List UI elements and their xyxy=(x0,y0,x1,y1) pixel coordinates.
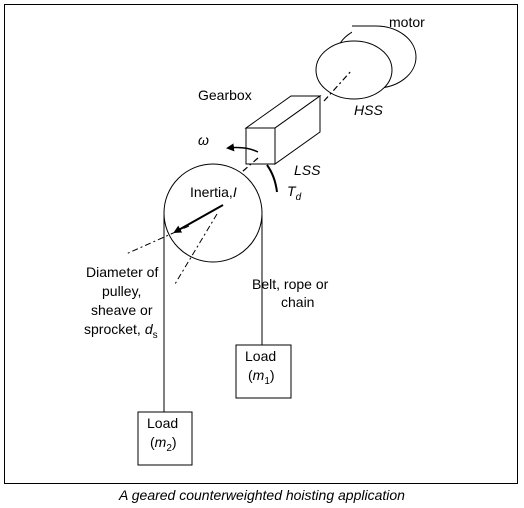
load-m1-title: Load xyxy=(245,348,276,364)
load-m1-paren-close: ) xyxy=(270,367,275,383)
lss-label: LSS xyxy=(294,162,321,178)
inertia-label: Inertia,I xyxy=(190,184,237,200)
gearbox-box xyxy=(246,96,320,164)
belt-label-line1: Belt, rope or xyxy=(252,276,329,292)
inertia-text: Inertia, xyxy=(190,184,233,200)
motor-label: motor xyxy=(389,14,425,30)
diameter-label-line3: sheave or xyxy=(91,302,153,318)
pulley xyxy=(164,164,262,262)
load-m2-title: Load xyxy=(147,415,178,431)
omega-label: ω xyxy=(198,132,209,148)
motor-cylinder xyxy=(316,26,416,99)
hss-label: HSS xyxy=(354,102,383,118)
inertia-symbol: I xyxy=(233,184,237,200)
diameter-label-line4-text: sprocket, xyxy=(84,321,141,337)
load-m1-sym: m xyxy=(253,367,265,383)
belt-label-line2: chain xyxy=(281,294,314,310)
figure-caption: A geared counterweighted hoisting applic… xyxy=(0,487,524,503)
diameter-label-line1: Diameter of xyxy=(86,264,158,280)
diameter-label-line2: pulley, xyxy=(102,283,141,299)
gearbox-label: Gearbox xyxy=(198,87,252,103)
diagram-frame xyxy=(5,5,518,484)
load-m2-paren-close: ) xyxy=(172,434,177,450)
torque-arc xyxy=(267,165,277,192)
diameter-subscript: s xyxy=(153,330,158,341)
load-m2-sym: m xyxy=(155,434,167,450)
torque-label: Td xyxy=(287,183,302,203)
diameter-label-line4: sprocket, ds xyxy=(84,321,158,341)
torque-subscript: d xyxy=(296,192,302,203)
